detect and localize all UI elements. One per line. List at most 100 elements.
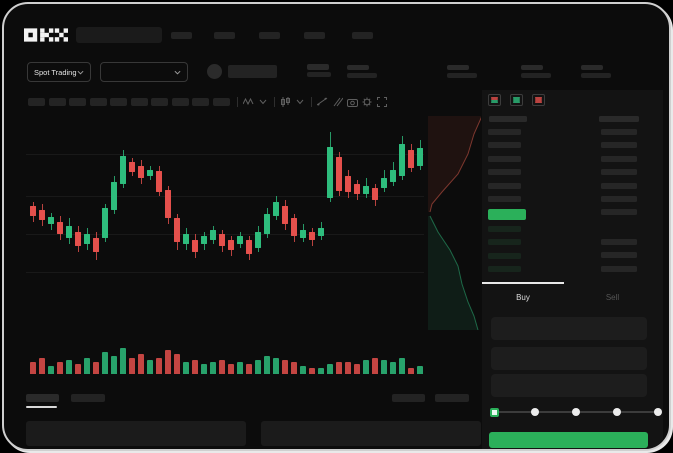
depth-chart xyxy=(428,116,481,330)
book-sell-icon[interactable] xyxy=(532,94,545,106)
nav-item[interactable] xyxy=(352,32,373,39)
price-field[interactable] xyxy=(491,317,647,340)
draw-tool-icon[interactable] xyxy=(332,97,343,107)
volume-bar xyxy=(255,360,261,374)
ask-row[interactable] xyxy=(488,182,521,189)
book-all-icon[interactable] xyxy=(488,94,501,106)
bid-row[interactable] xyxy=(488,226,521,232)
candle-body xyxy=(102,208,108,238)
volume-bar xyxy=(75,364,81,374)
candle-body xyxy=(48,217,54,224)
nav-item[interactable] xyxy=(171,32,192,39)
tab-buy[interactable]: Buy xyxy=(482,284,564,310)
volume-bar xyxy=(345,362,351,374)
ask-row[interactable] xyxy=(488,129,521,135)
settings-gear-icon[interactable] xyxy=(362,97,373,107)
active-tab-indicator xyxy=(482,282,564,284)
bid-row[interactable] xyxy=(488,239,521,246)
ask-row[interactable] xyxy=(488,169,521,176)
toolbar-divider xyxy=(273,97,275,107)
candle-body xyxy=(165,190,171,218)
book-amount-row xyxy=(601,239,637,245)
stat-label-placeholder xyxy=(447,65,469,70)
chevron-down-icon xyxy=(77,70,84,75)
slider-step-dot[interactable] xyxy=(654,408,662,416)
candle-body xyxy=(39,210,45,220)
timeframe-button[interactable] xyxy=(171,98,189,106)
timeframe-button[interactable] xyxy=(48,98,66,106)
chevron-down-icon[interactable] xyxy=(295,97,306,107)
ask-row[interactable] xyxy=(488,196,521,202)
volume-bar xyxy=(84,358,90,374)
tab-sell[interactable]: Sell xyxy=(564,284,661,310)
candle-body xyxy=(75,232,81,246)
ask-row[interactable] xyxy=(488,142,521,149)
candle-body xyxy=(228,240,234,250)
chevron-down-icon[interactable] xyxy=(258,97,269,107)
candle-body xyxy=(174,218,180,242)
camera-icon[interactable] xyxy=(346,97,358,107)
bottom-tab-order-history[interactable] xyxy=(71,394,105,402)
stat-label-placeholder xyxy=(581,65,603,70)
fullscreen-icon[interactable] xyxy=(376,97,388,107)
ask-row[interactable] xyxy=(488,155,521,162)
book-amount-row xyxy=(601,155,637,162)
slider-step-dot[interactable] xyxy=(613,408,621,416)
candle-body xyxy=(201,236,207,244)
total-field[interactable] xyxy=(491,374,647,397)
timeframe-button[interactable] xyxy=(28,98,45,106)
candle-body xyxy=(336,157,342,191)
stat-value-placeholder xyxy=(581,73,611,78)
book-amount-row xyxy=(601,252,637,259)
candle-body xyxy=(282,206,288,224)
timeframe-button[interactable] xyxy=(151,98,168,106)
price-change-placeholder xyxy=(307,72,331,77)
book-amount-row xyxy=(601,265,637,272)
candle-body xyxy=(57,222,63,234)
okx-logo[interactable] xyxy=(24,28,68,42)
slider-step-dot[interactable] xyxy=(572,408,580,416)
slider-handle-active[interactable] xyxy=(489,407,499,417)
candle-body xyxy=(354,184,360,194)
last-price-highlight[interactable] xyxy=(488,209,526,220)
timeframe-button[interactable] xyxy=(110,98,127,106)
nav-item[interactable] xyxy=(214,32,235,39)
candle-body xyxy=(327,147,333,198)
candle-body xyxy=(237,236,243,244)
volume-bar xyxy=(363,360,369,374)
market-type-label: Spot Trading xyxy=(34,67,77,77)
timeframe-button[interactable] xyxy=(212,98,230,106)
bottom-tab-open-orders[interactable] xyxy=(26,394,59,402)
amount-field[interactable] xyxy=(491,347,647,370)
slider-step-dot[interactable] xyxy=(531,408,539,416)
book-buy-icon[interactable] xyxy=(510,94,523,106)
book-amount-row xyxy=(601,209,637,216)
timeframe-button[interactable] xyxy=(130,98,148,106)
book-amount-row xyxy=(601,169,637,176)
line-tool-icon[interactable] xyxy=(316,97,328,107)
bid-row[interactable] xyxy=(488,252,521,259)
volume-bar xyxy=(48,366,54,374)
pair-dropdown[interactable] xyxy=(100,62,188,82)
stat-label-placeholder xyxy=(521,65,543,70)
bid-row[interactable] xyxy=(488,266,521,273)
nav-item[interactable] xyxy=(259,32,280,39)
candle-body xyxy=(381,178,387,188)
buy-submit-button[interactable] xyxy=(489,432,648,448)
volume-bar xyxy=(102,352,108,374)
search-input[interactable] xyxy=(76,27,162,43)
timeframe-button[interactable] xyxy=(192,98,209,106)
book-header-amount xyxy=(599,116,639,122)
volume-bar xyxy=(183,362,189,374)
bottom-action-1[interactable] xyxy=(392,394,425,402)
bottom-action-2[interactable] xyxy=(435,394,469,402)
candle-body xyxy=(219,234,225,246)
book-amount-row xyxy=(601,182,637,189)
volume-bar xyxy=(147,360,153,374)
market-type-dropdown[interactable]: Spot Trading xyxy=(27,62,91,82)
timeframe-button[interactable] xyxy=(69,98,86,106)
candle-type-icon[interactable] xyxy=(280,97,291,107)
nav-item[interactable] xyxy=(304,32,325,39)
indicators-icon[interactable] xyxy=(242,97,254,107)
timeframe-button[interactable] xyxy=(89,98,107,106)
